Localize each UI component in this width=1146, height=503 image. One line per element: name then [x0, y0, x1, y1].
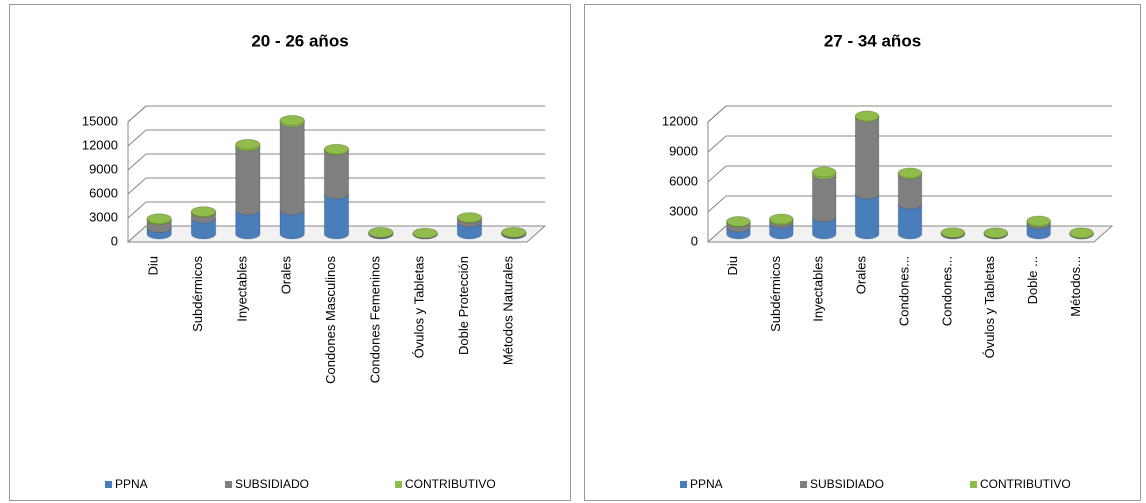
chart-title: 20 - 26 años: [251, 31, 348, 50]
legend-label: SUBSIDIADO: [235, 477, 309, 491]
bar-cap: [940, 227, 966, 239]
y-tick-label: 6000: [669, 173, 698, 188]
bar-segment: [811, 216, 837, 240]
x-tick-label: Orales: [854, 256, 869, 295]
bar-cap: [811, 166, 837, 178]
legend-label: CONTRIBUTIVO: [405, 477, 496, 491]
bar-cap: [412, 227, 438, 239]
x-tick-label: Doble Protección: [456, 256, 471, 355]
chart-title: 27 - 34 años: [824, 31, 921, 50]
legend-swatch: [225, 481, 232, 488]
y-tick-label: 9000: [669, 143, 698, 158]
grid-line: [127, 153, 545, 171]
bar-cap: [1026, 215, 1051, 227]
x-tick-label: Métodos Naturales: [500, 256, 515, 366]
x-tick-label: Subdérmicos: [768, 256, 783, 332]
x-tick-label: Condones Masculinos: [323, 256, 338, 384]
bar-cap: [368, 226, 394, 238]
bar-cap: [769, 213, 794, 225]
legend-label: PPNA: [115, 477, 148, 491]
bar-cap: [726, 216, 751, 227]
legend-label: PPNA: [690, 477, 723, 491]
grid-line: [707, 135, 1112, 153]
panel: [9, 4, 571, 501]
x-tick-label: Condones...: [896, 256, 911, 326]
bar-segment: [854, 193, 880, 240]
x-tick-label: Orales: [279, 256, 294, 295]
legend-swatch: [105, 481, 112, 488]
x-tick-label: Diu: [146, 256, 161, 276]
legend-swatch: [680, 481, 687, 488]
bar-cap: [235, 138, 261, 150]
bar-cap: [323, 143, 350, 155]
bar-segment: [323, 193, 350, 240]
x-tick-label: Condones Femeninos: [367, 256, 382, 384]
y-tick-label: 12000: [82, 137, 118, 152]
x-tick-label: Inyectables: [811, 256, 826, 322]
bar-segment: [190, 217, 217, 240]
x-tick-label: Óvulos y Tabletas: [412, 256, 427, 359]
grid-line: [707, 165, 1112, 183]
y-tick-label: 3000: [89, 209, 118, 224]
grid-line: [127, 105, 545, 123]
legend-label: SUBSIDIADO: [810, 477, 884, 491]
x-tick-label: Métodos...: [1068, 256, 1083, 317]
bar-cap: [279, 114, 305, 126]
bar-cap: [501, 226, 527, 238]
bar-cap: [854, 110, 880, 122]
x-tick-label: Inyectables: [234, 256, 249, 322]
x-tick-label: Óvulos y Tabletas: [982, 256, 997, 359]
grid-line: [127, 201, 545, 219]
bar-cap: [190, 206, 217, 218]
legend-label: CONTRIBUTIVO: [980, 477, 1071, 491]
y-tick-label: 0: [111, 233, 118, 248]
y-tick-label: 3000: [669, 203, 698, 218]
x-tick-label: Doble ...: [1025, 256, 1040, 304]
y-tick-label: 6000: [89, 185, 118, 200]
bar-cap: [456, 212, 483, 224]
bar-segment: [854, 116, 880, 200]
y-tick-label: 15000: [82, 113, 118, 128]
bar-segment: [811, 173, 837, 223]
grid-line: [127, 129, 545, 147]
bar-segment: [897, 173, 923, 210]
x-tick-label: Subdérmicos: [190, 256, 205, 332]
bar-segment: [235, 209, 261, 240]
grid-line: [707, 105, 1112, 123]
y-tick-label: 9000: [89, 161, 118, 176]
bar-segment: [279, 121, 305, 216]
bar-segment: [323, 149, 350, 200]
grid-line: [127, 177, 545, 195]
legend-swatch: [970, 481, 977, 488]
bar-cap: [1069, 227, 1094, 239]
bar-segment: [235, 145, 261, 216]
bar-cap: [146, 213, 172, 225]
y-tick-label: 12000: [662, 113, 698, 128]
bar-segment: [897, 203, 923, 240]
x-tick-label: Condones...: [939, 256, 954, 326]
grid-line: [707, 195, 1112, 213]
bar-cap: [897, 167, 923, 179]
x-tick-label: Diu: [725, 256, 740, 276]
y-tick-label: 0: [691, 233, 698, 248]
bar-cap: [983, 227, 1009, 239]
legend-swatch: [395, 481, 402, 488]
legend-swatch: [800, 481, 807, 488]
panel: [584, 4, 1141, 501]
bar-segment: [279, 209, 305, 240]
